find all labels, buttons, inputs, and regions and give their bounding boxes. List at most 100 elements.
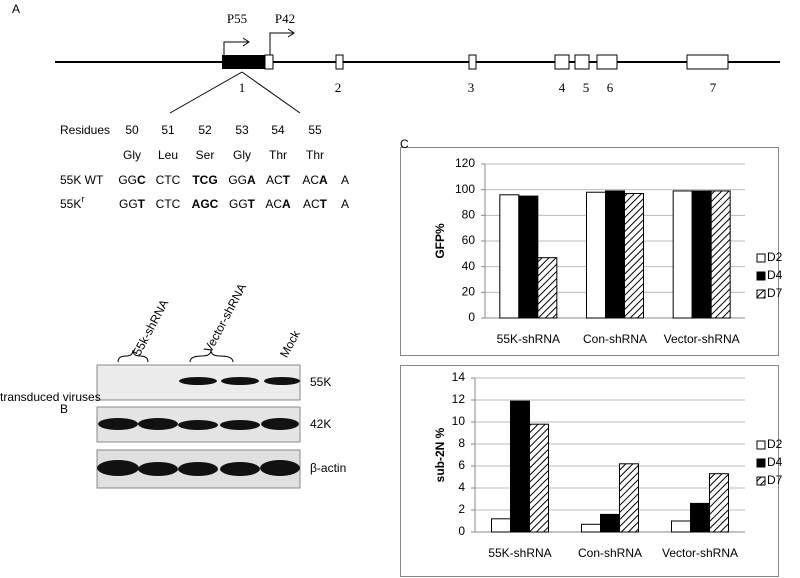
legend-swatch xyxy=(756,440,766,450)
residue-number: 54 xyxy=(271,123,285,137)
exon-number: 5 xyxy=(583,80,590,95)
y-tick-label: 10 xyxy=(452,414,466,428)
residue-number: 53 xyxy=(235,123,249,137)
exon-box xyxy=(222,55,265,69)
codon-part: CTC xyxy=(156,173,181,187)
exon-box xyxy=(468,54,477,70)
legend-label: D4 xyxy=(767,455,783,469)
bar xyxy=(624,193,644,319)
x-tick-label: Con-shRNA xyxy=(578,546,642,560)
promoter-label: P42 xyxy=(275,11,295,26)
legend-label: D4 xyxy=(767,268,783,282)
codon-part: A xyxy=(282,197,291,211)
brace xyxy=(189,349,234,363)
y-tick-label: 40 xyxy=(462,259,476,273)
codon-part: T xyxy=(248,197,256,211)
codon: GGA xyxy=(228,173,256,187)
codon-part: AC xyxy=(302,173,319,187)
blot-label: 42K xyxy=(310,417,331,431)
lane-label: Vector-shRNA xyxy=(201,281,249,355)
y-tick-label: 120 xyxy=(455,156,475,170)
legend-swatch xyxy=(756,253,766,263)
legend-label: D7 xyxy=(767,286,783,300)
exon-box xyxy=(686,54,729,70)
x-tick-label: 55K-shRNA xyxy=(488,546,551,560)
x-tick-label: 55K-shRNA xyxy=(497,332,560,346)
exon-box xyxy=(554,54,570,70)
bar xyxy=(710,190,731,319)
x-tick-label: Vector-shRNA xyxy=(664,332,740,346)
bar xyxy=(581,523,601,533)
codon: AGC xyxy=(192,197,219,211)
bar xyxy=(600,513,620,533)
y-tick-label: 8 xyxy=(458,436,465,450)
residue-number: 55 xyxy=(308,123,322,137)
codon: GGT xyxy=(119,197,146,211)
lane-label: 55k-shRNA xyxy=(130,297,171,358)
codon-part: AC xyxy=(303,197,320,211)
amino-acid: Leu xyxy=(158,148,178,162)
y-axis-label: GFP% xyxy=(433,223,447,259)
codon: ACA xyxy=(302,173,328,187)
y-tick-label: 14 xyxy=(452,370,466,384)
exon-number: 6 xyxy=(607,80,614,95)
row-label: transduced viruses xyxy=(0,390,101,404)
legend-label: D2 xyxy=(767,437,783,451)
exon-number: 2 xyxy=(335,80,342,95)
y-tick-label: 20 xyxy=(462,285,476,299)
y-tick-label: 6 xyxy=(458,458,465,472)
blot-label: 55K xyxy=(310,375,331,389)
bar xyxy=(605,190,625,319)
y-tick-label: 80 xyxy=(462,208,476,222)
codon: ACA xyxy=(265,197,291,211)
bar xyxy=(619,463,639,533)
codon: ACT xyxy=(266,173,291,187)
exon-box xyxy=(335,54,344,70)
panel-label: A xyxy=(12,2,20,16)
zoom-lines xyxy=(169,71,301,114)
promoter-arrow xyxy=(223,37,250,55)
exon-number: 3 xyxy=(468,80,475,95)
exon-box xyxy=(264,54,274,70)
codon-part: A xyxy=(247,173,256,187)
legend-swatch xyxy=(756,458,766,468)
codon-part: A xyxy=(319,173,328,187)
legend-label: D2 xyxy=(767,250,783,264)
row-label-sup: r xyxy=(81,194,84,204)
residue-number: 51 xyxy=(161,123,175,137)
bar xyxy=(690,502,710,533)
bar xyxy=(499,194,520,319)
codon: TCG xyxy=(192,173,217,187)
y-tick-label: 0 xyxy=(458,524,465,538)
codon-part: GG xyxy=(228,173,247,187)
exon-box xyxy=(574,54,590,70)
residue-number: 50 xyxy=(125,123,139,137)
panel-label: B xyxy=(60,402,68,416)
exon-number: 7 xyxy=(710,80,717,95)
codon: ACT xyxy=(303,197,328,211)
bands xyxy=(97,377,300,476)
lane-label: Mock xyxy=(277,327,303,360)
bar xyxy=(671,520,691,533)
bar xyxy=(691,190,712,319)
y-tick-label: 60 xyxy=(462,233,476,247)
bar xyxy=(518,195,539,319)
codon-tail: A xyxy=(341,173,349,187)
bar xyxy=(491,518,511,533)
x-tick-label: Vector-shRNA xyxy=(662,546,738,560)
codon-part: AGC xyxy=(192,197,219,211)
residues-header: Residues xyxy=(60,123,110,137)
codon: GGT xyxy=(229,197,256,211)
legend-swatch xyxy=(756,476,766,486)
bar xyxy=(709,473,729,533)
exon-box xyxy=(596,54,618,70)
row-label: 55Kr xyxy=(60,194,84,211)
bar xyxy=(586,191,606,319)
y-axis-label: sub-2N % xyxy=(433,427,447,482)
chart-frame xyxy=(400,365,779,577)
codon-part: GG xyxy=(118,173,137,187)
amino-acid: Gly xyxy=(233,148,251,162)
panel-label: C xyxy=(400,137,409,151)
legend-swatch xyxy=(756,289,766,299)
codon: CTC xyxy=(156,197,181,211)
